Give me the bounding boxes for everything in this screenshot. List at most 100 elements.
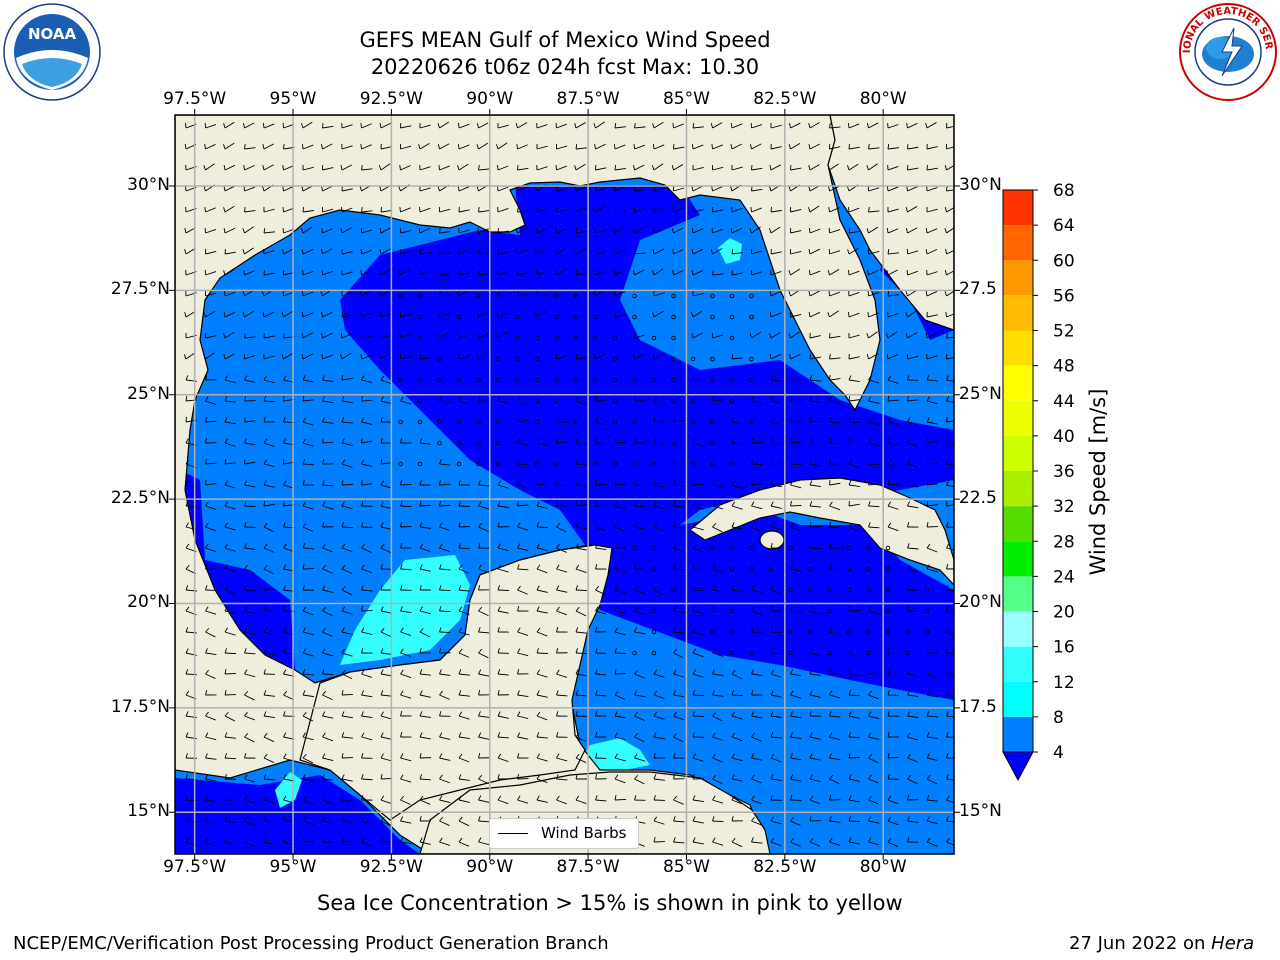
wind-barb-flag	[868, 732, 872, 738]
calm-marker	[476, 419, 481, 425]
calm-marker	[515, 314, 520, 320]
wind-barb-flag	[790, 690, 794, 696]
wind-barb	[692, 378, 704, 381]
wind-barb-flag	[243, 269, 245, 276]
wind-barb	[380, 163, 391, 171]
wind-barb-flag	[536, 774, 541, 780]
wind-barb	[205, 420, 217, 423]
wind-barb-flag	[439, 648, 442, 654]
wind-barb	[614, 610, 626, 614]
wind-barb-flag	[360, 143, 362, 150]
wind-barb-flag	[536, 690, 540, 696]
wind-barb-flag	[517, 627, 521, 633]
wind-barb-flag	[712, 585, 716, 591]
wind-barb-flag	[868, 459, 871, 465]
wind-barb-flag	[458, 711, 463, 717]
wind-barb-flag	[399, 206, 401, 213]
wind-barb	[536, 778, 548, 783]
wind-barb	[653, 121, 664, 129]
wind-barb-flag	[263, 417, 266, 423]
wind-barb-flag	[458, 690, 462, 696]
wind-barb	[361, 229, 373, 234]
wind-barb-flag	[554, 270, 557, 276]
calm-marker	[905, 650, 910, 656]
wind-barb-flag	[595, 564, 598, 570]
wind-barb-flag	[575, 795, 580, 801]
wind-barb	[400, 610, 412, 613]
calm-marker	[534, 419, 540, 425]
wind-barb-flag	[439, 732, 443, 738]
wind-barb-flag	[887, 648, 890, 654]
wind-barb-flag	[322, 375, 325, 381]
wind-barb	[458, 355, 470, 360]
wind-barb-flag	[575, 522, 579, 528]
wind-barb	[341, 463, 353, 468]
wind-barb	[322, 547, 333, 553]
wind-barb-flag	[536, 669, 541, 675]
wind-barb-flag	[341, 648, 346, 654]
wind-barb-flag	[809, 269, 811, 276]
wind-barb-flag	[282, 249, 284, 255]
wind-barb-flag	[595, 627, 598, 633]
wind-barb	[673, 547, 684, 553]
wind-barb	[887, 331, 898, 339]
wind-barb	[712, 209, 724, 213]
calm-marker	[807, 566, 813, 572]
wind-barb	[400, 568, 412, 571]
wind-barb	[946, 290, 954, 297]
wind-barb-flag	[302, 732, 306, 738]
wind-barb	[302, 715, 314, 722]
wind-barb-flag	[419, 774, 423, 780]
wind-barb-flag	[829, 774, 834, 780]
wind-barb-flag	[458, 543, 462, 549]
wind-barb	[575, 122, 586, 129]
calm-marker	[749, 545, 754, 551]
wind-barb	[497, 715, 509, 719]
wind-barb	[341, 526, 354, 529]
wind-barb-flag	[321, 353, 323, 360]
wind-barb-flag	[419, 690, 423, 696]
wind-barb	[322, 505, 334, 510]
wind-barb	[634, 144, 645, 150]
wind-barb-flag	[517, 459, 520, 465]
wind-barb	[517, 568, 529, 571]
lat-tick-label-left: 22.5°N	[110, 488, 170, 509]
wind-barb-flag	[341, 690, 344, 696]
wind-barb	[244, 526, 256, 528]
wind-barb	[809, 736, 821, 740]
wind-barb	[926, 122, 937, 129]
wind-barb	[926, 379, 938, 382]
wind-barb-flag	[907, 564, 911, 570]
wind-barb-flag	[907, 501, 911, 507]
wind-barb-flag	[946, 396, 950, 402]
wind-barb	[770, 331, 781, 339]
wind-barb-flag	[907, 711, 910, 717]
wind-barb	[653, 484, 665, 488]
wind-barb-flag	[418, 228, 421, 234]
wind-barb-flag	[398, 186, 401, 192]
wind-barb-flag	[183, 354, 187, 360]
wind-barb-flag	[614, 564, 619, 570]
calm-marker	[573, 293, 579, 299]
wind-barb-flag	[283, 543, 287, 549]
wind-barb-flag	[322, 816, 326, 822]
wind-barb	[478, 142, 489, 150]
colorbar-tick-label: 56	[1053, 286, 1075, 306]
wind-barb-flag	[905, 333, 908, 339]
land-cuba	[688, 477, 954, 586]
wind-barb	[653, 694, 665, 699]
wind-barb-flag	[633, 354, 635, 360]
wind-barb	[400, 207, 411, 213]
wind-barb-flag	[205, 606, 209, 612]
wind-barb-flag	[594, 143, 596, 150]
wind-barb	[380, 379, 392, 385]
calm-marker	[398, 461, 403, 467]
wind-barb	[926, 187, 938, 192]
wind-barb-flag	[322, 501, 326, 507]
wind-barb-flag	[458, 669, 462, 675]
wind-barb-flag	[770, 396, 774, 402]
wind-barb	[673, 420, 685, 423]
wind-barb	[244, 336, 256, 339]
wind-barb	[263, 484, 275, 488]
wind-barb	[224, 251, 236, 255]
